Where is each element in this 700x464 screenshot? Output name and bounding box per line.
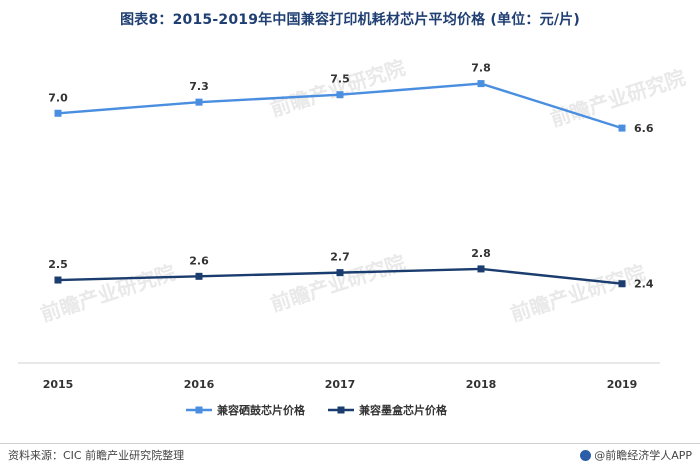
watermark-1: 前瞻产业研究院 xyxy=(268,55,409,121)
x-tick-label: 2015 xyxy=(43,378,74,391)
data-label: 2.6 xyxy=(189,254,209,267)
data-point xyxy=(195,272,203,280)
legend-swatch-marker xyxy=(195,406,203,414)
data-point xyxy=(618,280,626,288)
credit-text: @前瞻经济学人APP xyxy=(594,449,692,462)
legend-swatch-marker xyxy=(337,406,345,414)
x-tick-label: 2016 xyxy=(184,378,215,391)
data-point xyxy=(54,276,62,284)
data-label: 7.0 xyxy=(48,91,68,104)
data-label: 7.5 xyxy=(330,73,350,86)
data-point xyxy=(477,265,485,273)
watermark-4: 前瞻产业研究院 xyxy=(508,260,649,326)
footer: 资料来源：CIC 前瞻产业研究院整理 @前瞻经济学人APP xyxy=(0,443,700,464)
data-label: 7.3 xyxy=(189,80,209,93)
data-label: 2.5 xyxy=(48,258,68,271)
watermark-5: 前瞻产业研究院 xyxy=(548,65,689,131)
data-point xyxy=(54,109,62,117)
data-point xyxy=(336,269,344,277)
data-point xyxy=(336,91,344,99)
x-tick-label: 2017 xyxy=(325,378,356,391)
legend-label: 兼容硒鼓芯片价格 xyxy=(217,403,306,417)
data-point xyxy=(195,98,203,106)
x-tick-label: 2019 xyxy=(607,378,638,391)
data-label: 2.8 xyxy=(471,247,491,260)
legend-label: 兼容墨盒芯片价格 xyxy=(359,403,448,417)
data-label: 2.7 xyxy=(330,251,350,264)
chart-title: 图表8：2015-2019年中国兼容打印机耗材芯片平均价格 (单位：元/片) xyxy=(120,12,580,28)
source-note: 资料来源：CIC 前瞻产业研究院整理 xyxy=(8,449,185,462)
data-point xyxy=(477,80,485,88)
data-label: 7.8 xyxy=(471,62,491,75)
data-point xyxy=(618,124,626,132)
credit: @前瞻经济学人APP xyxy=(580,447,692,463)
data-label: 6.6 xyxy=(634,122,654,135)
data-label: 2.4 xyxy=(634,278,654,291)
brand-logo-icon xyxy=(580,449,592,461)
x-tick-label: 2018 xyxy=(466,378,497,391)
